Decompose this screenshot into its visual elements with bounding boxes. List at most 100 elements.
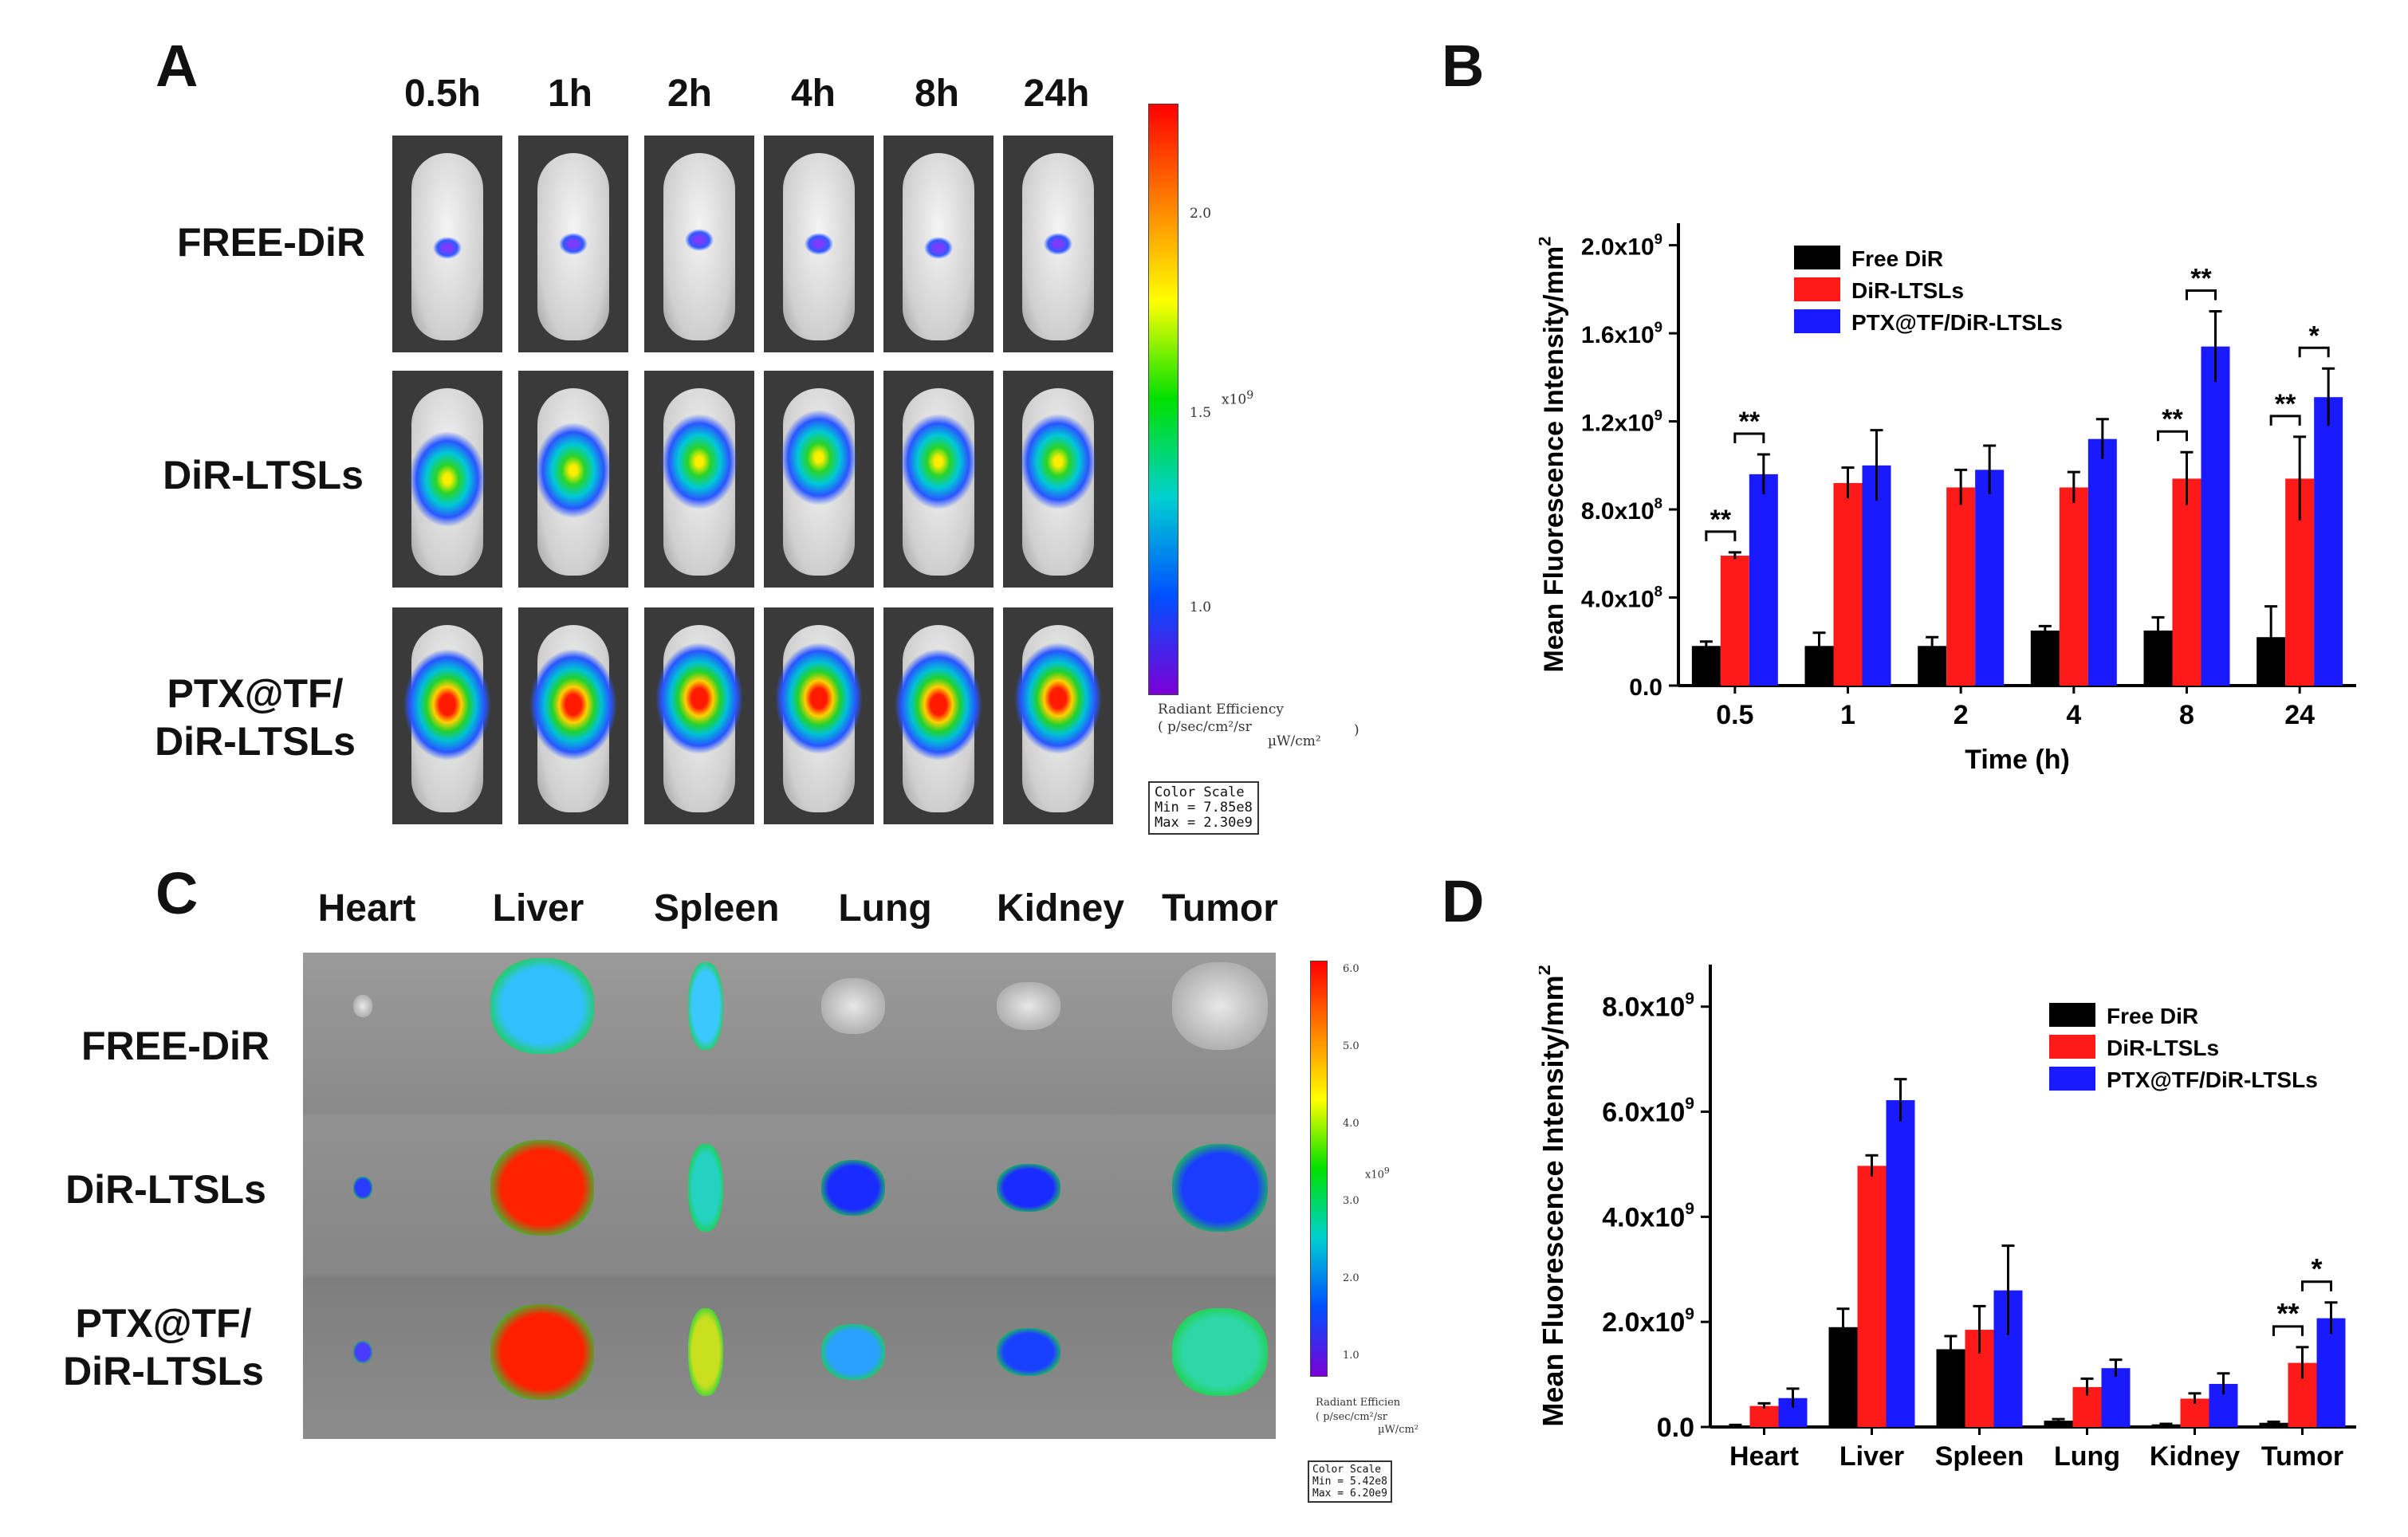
fluorescence-signal <box>644 176 754 304</box>
legend-label: Free DiR <box>2107 1004 2198 1028</box>
colorbar-c-tick-1: 5.0 <box>1343 1040 1359 1052</box>
y-tick-label: 4.0x109 <box>1602 1200 1694 1232</box>
fluorescence-signal <box>883 641 993 768</box>
organ-image <box>490 958 594 1054</box>
panel-a-row-label-ltsl: DiR-LTSLs <box>163 453 364 497</box>
time-label-1: 1h <box>547 73 592 115</box>
colorbar-c-tick-5: 1.0 <box>1343 1350 1359 1362</box>
mouse-image <box>644 136 754 352</box>
y-tick-label: 4.0x108 <box>1581 583 1662 613</box>
x-tick-label: 0.5 <box>1716 700 1753 730</box>
organ-image <box>353 1177 372 1199</box>
fluorescence-signal <box>883 398 993 525</box>
y-tick-label: 8.0x108 <box>1581 495 1662 525</box>
fluorescence-signal <box>1003 635 1113 762</box>
x-tick-label: 8 <box>2179 700 2194 730</box>
organ-image <box>688 962 723 1050</box>
organ-image-background <box>303 953 1276 1439</box>
significance-bracket <box>2301 1280 2332 1291</box>
y-tick-label: 2.0x109 <box>1581 230 1662 261</box>
colorbar-a-tick-2: 1.0 <box>1190 599 1212 615</box>
organ-image <box>490 1304 594 1400</box>
organ-image <box>997 1164 1060 1212</box>
colorbar-a <box>1148 104 1178 695</box>
significance-bracket <box>2157 430 2188 442</box>
organ-image <box>1172 1144 1268 1232</box>
x-tick-label: 4 <box>2066 700 2081 730</box>
y-tick-label: 1.2x109 <box>1581 407 1662 436</box>
organ-image <box>353 1341 372 1363</box>
y-tick-label: 0.0 <box>1629 674 1662 701</box>
legend-label: DiR-LTSLs <box>2107 1036 2219 1060</box>
bar-ptx-tf-dir-ltsls <box>2314 397 2343 686</box>
bar-free-dir <box>2030 630 2060 686</box>
colorbar-a-unit: x109 <box>1222 389 1254 408</box>
bar-dir-ltsls <box>1833 482 1863 686</box>
mouse-image <box>392 136 502 352</box>
colorbar-a-tick-0: 2.0 <box>1190 206 1212 222</box>
x-tick-label: 2 <box>1954 700 1969 730</box>
colorbar-a-title: Radiant Efficiency <box>1158 702 1284 717</box>
fluorescence-signal <box>392 415 502 543</box>
colorbar-c-title: Radiant Efficien <box>1316 1397 1401 1409</box>
colorbar-c-range-box: Color Scale Min = 5.42e8 Max = 6.20e9 <box>1308 1460 1392 1503</box>
organ-image <box>1172 962 1268 1050</box>
colorbar-c-tick-0: 6.0 <box>1343 963 1359 975</box>
bar-dir-ltsls <box>1720 556 1749 686</box>
colorbar-c-units2: µW/cm² <box>1378 1424 1419 1436</box>
mouse-image <box>1003 371 1113 588</box>
mouse-image <box>518 136 628 352</box>
organ-image <box>821 1324 885 1380</box>
panel-c-row-label-ltsl: DiR-LTSLs <box>65 1167 266 1212</box>
fluorescence-signal <box>764 635 874 762</box>
colorbar-a-units2: µW/cm² <box>1268 733 1321 749</box>
mouse-image <box>392 607 502 824</box>
significance-label: * <box>2309 320 2320 351</box>
time-label-4: 8h <box>914 73 959 115</box>
mouse-image <box>392 371 502 588</box>
organ-image <box>490 1140 594 1236</box>
fluorescence-signal <box>518 180 628 308</box>
legend-label: PTX@TF/DiR-LTSLs <box>2107 1067 2318 1092</box>
chart-d: 0.0 2.0x109 4.0x109 6.0x109 8.0x109 Heart Live… <box>1539 965 2356 1472</box>
mouse-image <box>883 371 993 588</box>
fluorescence-signal <box>518 641 628 768</box>
x-tick-label: 24 <box>2284 700 2315 730</box>
bar-dir-ltsls <box>1857 1166 1887 1427</box>
colorbar-c-tick-3: 3.0 <box>1343 1195 1359 1207</box>
organ-image <box>821 978 885 1034</box>
significance-label: ** <box>2190 263 2212 293</box>
colorbar-c-tick-4: 2.0 <box>1343 1272 1359 1284</box>
legend-swatch <box>2049 1067 2095 1091</box>
organ-label-4: Kidney <box>996 887 1125 930</box>
y-tick-label: 1.6x109 <box>1581 319 1662 349</box>
organ-image <box>997 982 1060 1030</box>
colorbar-a-tick-1: 1.5 <box>1190 405 1212 421</box>
bar-ptx-tf-dir-ltsls <box>1975 470 2005 686</box>
mouse-image <box>764 371 874 588</box>
bar-free-dir <box>1721 1425 1750 1427</box>
time-label-2: 2h <box>667 73 712 115</box>
time-label-3: 4h <box>790 73 836 115</box>
bar-free-dir <box>2259 1422 2288 1427</box>
significance-bracket <box>2298 346 2330 358</box>
bar-free-dir <box>2151 1424 2181 1427</box>
significance-bracket <box>2269 415 2301 426</box>
y-axis-label: Mean Fluorescence Intensity/mm2 <box>1539 236 1569 672</box>
x-tick-label: Heart <box>1729 1441 1799 1472</box>
significance-label: ** <box>2276 1297 2299 1330</box>
colorbar-c <box>1310 961 1328 1377</box>
organ-image <box>821 1160 885 1216</box>
mouse-image <box>764 607 874 824</box>
bar-free-dir <box>2044 1421 2073 1427</box>
significance-label: ** <box>1739 407 1761 437</box>
chart-b: 0.0 4.0x108 8.0x108 1.2x109 1.6x109 2.0x109 0.… <box>1539 223 2356 775</box>
colorbar-c-tick-2: 4.0 <box>1343 1118 1359 1130</box>
y-tick-label: 6.0x109 <box>1602 1095 1694 1127</box>
x-tick-label: Kidney <box>2150 1441 2240 1472</box>
legend-label: PTX@TF/DiR-LTSLs <box>1851 310 2063 335</box>
fluorescence-signal <box>644 635 754 762</box>
organ-image <box>688 1308 723 1396</box>
panel-letter-a: A <box>155 33 199 99</box>
mouse-image <box>764 136 874 352</box>
